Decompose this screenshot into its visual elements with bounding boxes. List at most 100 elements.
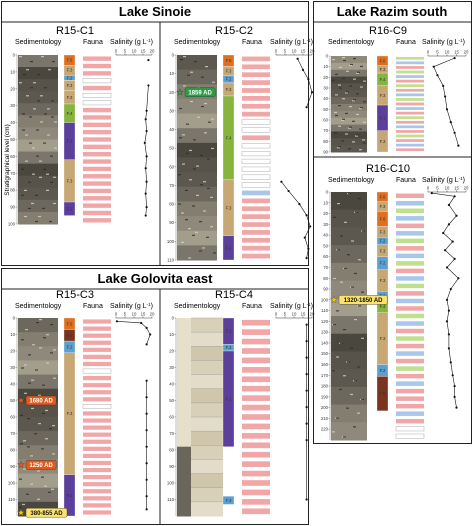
fauna-bar xyxy=(396,75,424,78)
core-photo-segment xyxy=(18,103,58,116)
core-photo-shell xyxy=(42,207,45,210)
salinity-unit-close: ) xyxy=(311,39,313,46)
salinity-unit-close: ) xyxy=(151,303,153,310)
core-photo-segment xyxy=(18,79,58,92)
core-photo-segment xyxy=(331,209,367,228)
core-photo-shell xyxy=(31,202,34,205)
salinity-point xyxy=(453,57,456,60)
fauna-bar xyxy=(396,66,424,69)
core-photo-shell xyxy=(203,181,206,183)
core-photo-light-segment xyxy=(191,332,223,347)
facies-label: F.4 xyxy=(226,135,232,140)
facies-label: F.3 xyxy=(67,68,73,73)
core-photo-segment xyxy=(18,487,58,503)
fauna-bar xyxy=(242,414,270,420)
facies-label: F.6 xyxy=(67,321,73,326)
fauna-bar xyxy=(83,489,111,494)
core-photo-shell xyxy=(337,203,340,205)
fauna-bar xyxy=(241,150,271,157)
fauna-bar xyxy=(242,206,270,212)
core-photo-shell xyxy=(53,202,56,205)
depth-tick-label: 210 xyxy=(321,416,329,421)
core-photo-shell xyxy=(363,80,366,82)
depth-tick-label: 130 xyxy=(321,330,329,335)
core-photo-segment xyxy=(331,69,367,78)
core-photo-shell xyxy=(349,106,352,108)
core-photo-shell xyxy=(350,63,353,66)
fauna-bar xyxy=(83,432,111,437)
date-badge xyxy=(25,395,57,406)
facies-label: F.2 xyxy=(380,261,386,266)
depth-tick-label: 200 xyxy=(321,405,329,410)
core-photo-shell xyxy=(211,147,214,150)
facies-label: F.1 xyxy=(67,206,73,211)
date-star-icon xyxy=(330,295,338,304)
core-photo-segment xyxy=(18,445,58,460)
salinity-unit-close: ) xyxy=(311,303,313,310)
fauna-bar xyxy=(396,336,424,341)
core-photo-segment xyxy=(331,131,367,139)
core-photo-shell xyxy=(21,194,24,196)
depth-tick-label: 40 xyxy=(323,96,328,101)
core-photo-shell xyxy=(348,148,351,150)
core-photo-shell xyxy=(190,100,193,103)
core-photo-shell xyxy=(206,236,209,238)
fauna-bar xyxy=(241,158,271,165)
salinity-tick-label: 20 xyxy=(464,50,469,55)
salinity-point xyxy=(449,361,452,364)
sedimentology-header: Sedimentology xyxy=(174,39,221,46)
core-photo-shell xyxy=(23,74,26,76)
depth-tick-label: 170 xyxy=(321,373,329,378)
core-r15-c4: R15-C4 Sedimentology Fauna Salinity (g L-1)… xyxy=(167,289,315,517)
date-badge xyxy=(338,295,388,305)
core-photo-shell xyxy=(353,426,356,428)
depth-tick-label: 30 xyxy=(169,108,174,113)
depth-tick-label: 20 xyxy=(169,90,174,95)
salinity-tick-label: 5 xyxy=(124,49,127,54)
core-photo-shell xyxy=(183,56,186,58)
core-photo-segment xyxy=(331,386,367,406)
salinity-tick-label: 10 xyxy=(292,312,297,317)
facies-block xyxy=(222,235,235,261)
fauna-bar xyxy=(83,115,111,120)
core-photo-shell xyxy=(36,129,39,131)
core-photo-shell xyxy=(356,134,359,136)
fauna-bar xyxy=(396,70,424,74)
fauna-bar xyxy=(83,196,111,201)
fauna-bar xyxy=(396,411,424,416)
salinity-point xyxy=(453,131,456,134)
fauna-bar xyxy=(83,453,111,459)
fauna-bar xyxy=(396,125,424,129)
salinity-tick-label: 15 xyxy=(454,50,459,55)
core-photo-shell xyxy=(193,139,196,141)
core-photo-shell xyxy=(35,369,38,371)
salinity-point xyxy=(305,323,308,326)
depth-tick-label: 20 xyxy=(323,75,328,80)
salinity-point xyxy=(145,129,148,133)
core-photo-shell xyxy=(54,147,57,149)
fauna-bar xyxy=(242,96,270,101)
salinity-point xyxy=(305,356,308,359)
core-photo-segment xyxy=(18,332,58,347)
salinity-point xyxy=(145,508,148,511)
fauna-bar xyxy=(396,313,424,319)
salinity-point xyxy=(305,439,308,442)
core-photo-segment xyxy=(331,56,367,64)
core-photo-shell xyxy=(189,179,192,181)
core-photo-shell xyxy=(363,142,366,144)
core-photo-shell xyxy=(343,436,346,438)
core-photo-shell xyxy=(363,121,366,123)
salinity-point xyxy=(436,74,439,77)
core-photo-shell xyxy=(23,440,26,442)
core-photo-segment xyxy=(331,138,367,146)
salinity-point xyxy=(149,333,152,336)
fauna-bar xyxy=(396,56,424,60)
facies-label: F.6 xyxy=(380,216,386,221)
fauna-bar xyxy=(242,135,270,141)
core-photo-shell xyxy=(42,412,45,415)
date-label: 1250 AD xyxy=(29,463,53,469)
core-photo-shell xyxy=(337,147,340,149)
fauna-bar xyxy=(83,319,111,324)
core-photo-shell xyxy=(43,142,46,144)
fauna-header: Fauna xyxy=(242,303,262,310)
